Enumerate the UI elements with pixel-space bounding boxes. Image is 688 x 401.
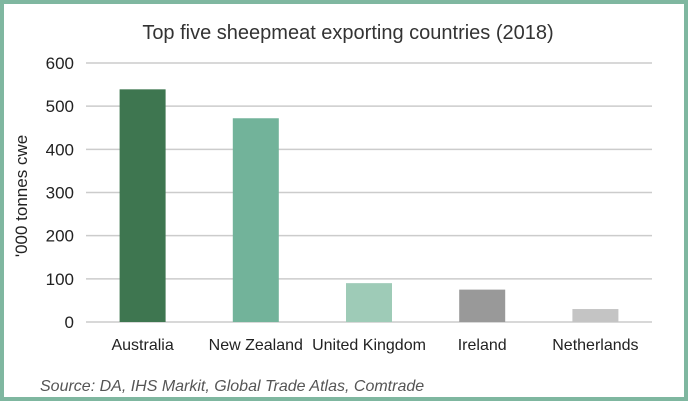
- y-tick-label-200: 200: [46, 227, 74, 246]
- y-tick-label-400: 400: [46, 140, 74, 159]
- y-tick-label-0: 0: [65, 313, 74, 332]
- chart-title: Top five sheepmeat exporting countries (…: [142, 22, 554, 44]
- y-tick-label-100: 100: [46, 270, 74, 289]
- source-note: Source: DA, IHS Markit, Global Trade Atl…: [40, 378, 425, 395]
- bar-australia: [119, 89, 166, 322]
- y-tick-label-600: 600: [46, 54, 74, 73]
- bar-new-zealand: [232, 118, 279, 323]
- bar-united-kingdom: [346, 283, 392, 322]
- y-tick-label-300: 300: [46, 184, 74, 203]
- bar-netherlands: [572, 309, 619, 322]
- x-tick-label-united-kingdom: United Kingdom: [312, 337, 426, 354]
- x-tick-label-new-zealand: New Zealand: [209, 337, 303, 354]
- x-tick-label-ireland: Ireland: [458, 337, 507, 354]
- x-tick-label-australia: Australia: [111, 337, 173, 354]
- x-tick-label-netherlands: Netherlands: [552, 337, 638, 354]
- y-tick-label-500: 500: [46, 97, 74, 116]
- bar-ireland: [459, 289, 506, 322]
